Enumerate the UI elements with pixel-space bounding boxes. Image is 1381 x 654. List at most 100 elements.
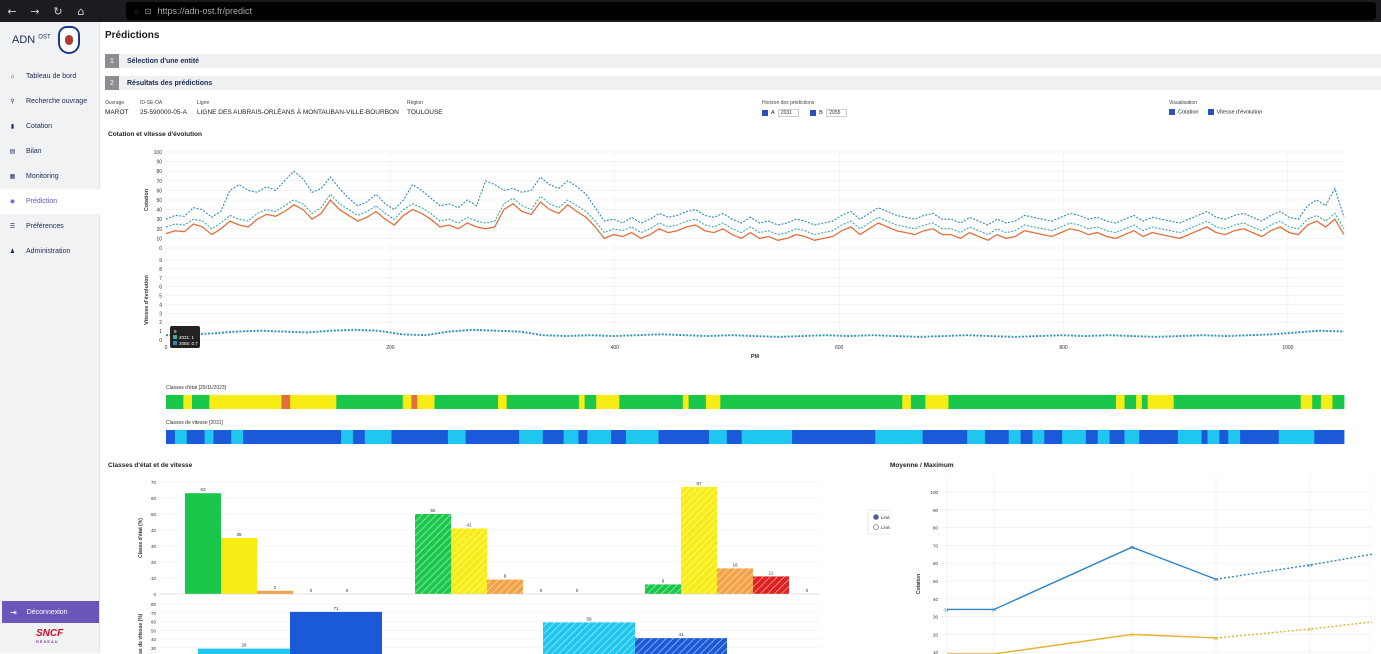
users-icon: ♟: [9, 249, 16, 255]
eye-icon: ◉: [9, 199, 16, 205]
step-selection[interactable]: 1 Sélection d'une entité: [105, 54, 1381, 68]
x-tick-label: 800: [1059, 345, 1068, 351]
band-segment: [243, 430, 342, 444]
y-axis-label: Vitesse d'évolution: [144, 274, 150, 324]
y-axis-label: Cotation: [916, 574, 922, 594]
sidebar-item-bilan[interactable]: ▤ Bilan: [0, 139, 100, 164]
y-tick-label: 2: [159, 320, 162, 326]
band-segment: [506, 395, 580, 409]
band-segment: [465, 430, 520, 444]
y-tick-label: 70: [151, 480, 157, 485]
horizon-b-input[interactable]: 2055: [826, 109, 848, 117]
y-tick-label: 90: [933, 508, 939, 513]
band-segment: [1332, 395, 1345, 409]
sidebar-item-prédiction[interactable]: ◉ Prédiction: [0, 189, 100, 214]
bar: [543, 622, 635, 654]
logout-button[interactable]: ⇥ Déconnexion: [2, 601, 99, 623]
band-segment: [341, 430, 354, 444]
band-segment: [434, 395, 499, 409]
sidebar-item-tableau-de-bord[interactable]: ⌂ Tableau de bord: [0, 64, 100, 89]
band-segment: [1219, 430, 1229, 444]
vitesse-series-line: [165, 329, 1345, 338]
band-segment: [1147, 395, 1175, 409]
y-tick-label: 40: [933, 597, 939, 602]
y-tick-label: 50: [156, 198, 162, 204]
vitesse-checkbox[interactable]: [1207, 109, 1214, 115]
grid-icon: ▦: [9, 174, 16, 180]
y-tick-label: 1: [159, 329, 162, 335]
horizon-b-checkbox[interactable]: [810, 109, 817, 116]
y-tick-label: 30: [156, 217, 162, 223]
logout-label: Déconnexion: [26, 608, 68, 616]
tooltip-row: 2055: 0.7: [179, 341, 198, 346]
band-segment: [875, 430, 924, 444]
point-label: 69: [1129, 545, 1135, 550]
bar: [487, 579, 523, 594]
band-segment: [1314, 430, 1345, 444]
id-label: ID-SE-OA: [140, 100, 163, 106]
region-label: Région: [407, 100, 423, 106]
id-block: ID-SE-OA 25-590000-05-A: [140, 100, 187, 116]
legend-label: Linéaire m: [881, 525, 890, 530]
band-segment: [1136, 395, 1143, 409]
logout-icon: ⇥: [10, 607, 17, 617]
chart-title: Cotation et vitesse d'évolution: [108, 131, 203, 138]
cotation-series-line: [165, 170, 1345, 226]
shield-icon: ◌: [134, 6, 139, 16]
step-label: Sélection d'une entité: [127, 57, 200, 65]
url-bar[interactable]: ◌ ⊡ https://adn-ost.fr/predict: [126, 2, 1376, 20]
y-tick-label: 60: [151, 620, 157, 625]
band-segment: [625, 430, 659, 444]
y-axis-label: Cotation: [144, 188, 150, 211]
horizon-a-checkbox[interactable]: [762, 109, 768, 116]
y-tick-label: 70: [933, 543, 939, 548]
sidebar-item-monitoring[interactable]: ▦ Monitoring: [0, 164, 100, 189]
step-results[interactable]: 2 Résultats des prédictions: [105, 76, 1381, 90]
y-tick-label: 8: [159, 267, 162, 273]
x-tick-label: 400: [611, 345, 620, 351]
sidebar-item-label: Prédiction: [26, 198, 58, 205]
bar-label: 71: [333, 606, 339, 611]
reload-icon[interactable]: ↻: [53, 4, 63, 18]
x-axis-label: PM: [751, 354, 760, 360]
bar-label: 11: [769, 570, 774, 575]
bar-label: 9: [504, 574, 507, 579]
app-logo: ADN OST: [12, 34, 51, 46]
tooltip-title: 9: [174, 329, 177, 334]
sidebar-item-label: Recherche ouvrage: [26, 98, 88, 105]
bar: [681, 486, 717, 594]
bar-label: 0: [576, 588, 579, 593]
point-label: 20: [1129, 632, 1135, 637]
band-segment: [1044, 430, 1063, 444]
sidebar-item-cotation[interactable]: ▮ Cotation: [0, 114, 100, 139]
forward-icon[interactable]: →: [30, 4, 40, 18]
home-icon[interactable]: ⌂: [77, 4, 85, 18]
band-segment: [922, 430, 968, 444]
visualisation-label: Visualisation: [1169, 100, 1197, 106]
sidebar-item-administration[interactable]: ♟ Administration: [0, 239, 100, 264]
band-segment: [587, 430, 612, 444]
mean-line: [947, 546, 1217, 611]
y-axis-label: Classe de vitesse (%): [138, 613, 144, 654]
band-segment: [391, 430, 449, 444]
tooltip-row: 2031: 1: [179, 335, 195, 340]
y-tick-label: 20: [156, 227, 162, 233]
cotation-vitesse-chart: 0102030405060708090100Cotation0123456789…: [144, 150, 1345, 444]
moyenne-chart-title: Moyenne / Maximum: [890, 462, 954, 469]
horizon-a-input[interactable]: 2031: [777, 109, 800, 117]
ouvrage-value: MAROT: [105, 109, 129, 116]
sidebar-item-préférences[interactable]: ☰ Préférences: [0, 214, 100, 239]
horizon-block: Horizon des prédictions A 2031 B 2055: [762, 100, 848, 117]
y-tick-label: 80: [151, 602, 157, 607]
band-segment: [720, 395, 811, 409]
point-label: 34: [991, 607, 997, 612]
back-icon[interactable]: ←: [7, 4, 17, 18]
cotation-checkbox[interactable]: [1169, 109, 1175, 115]
classes-chart-title: Classes d'état et de vitesse: [108, 462, 193, 469]
sidebar-item-recherche-ouvrage[interactable]: ⚲ Recherche ouvrage: [0, 89, 100, 114]
x-tick-label: 600: [835, 345, 844, 351]
search-icon: ⚲: [10, 99, 15, 105]
y-tick-label: 20: [933, 632, 939, 637]
bar-label: 0: [346, 588, 349, 593]
legend-radio: [873, 514, 879, 520]
